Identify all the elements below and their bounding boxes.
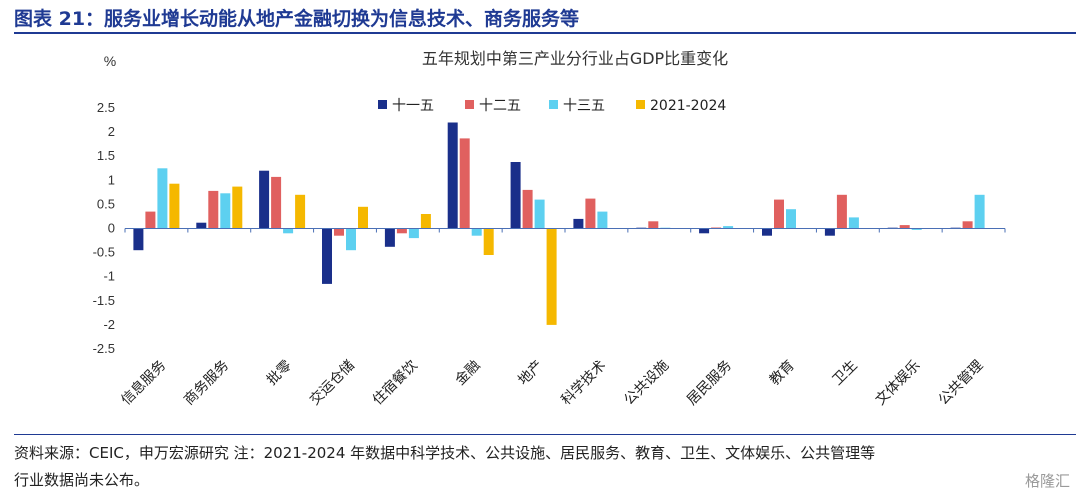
y-tick-label: -0.5 <box>93 245 115 260</box>
bar <box>208 190 219 229</box>
y-tick-label: 2.5 <box>97 100 115 115</box>
y-tick-label: -1 <box>103 269 115 284</box>
bar <box>447 122 458 229</box>
y-tick-label: -2 <box>103 317 115 332</box>
bar <box>483 228 494 255</box>
bars <box>133 122 985 325</box>
watermark: 格隆汇 <box>1024 472 1070 490</box>
source-note: 资料来源：CEIC，申万宏源研究 注：2021-2024 年数据中科学技术、公共… <box>14 440 1054 494</box>
legend-swatch <box>636 100 645 109</box>
bar <box>699 228 710 234</box>
bar <box>295 194 306 229</box>
y-tick-label: -1.5 <box>93 293 115 308</box>
bar <box>962 221 973 229</box>
bar <box>283 228 294 234</box>
bar <box>848 217 859 229</box>
y-tick-label: 0.5 <box>97 196 115 211</box>
bar <box>786 209 796 229</box>
x-category-label: 公共设施 <box>621 358 672 409</box>
bar <box>145 211 156 229</box>
y-axis: 2.5 2 1.5 1 0.5 0 -0.5 -1 -1.5 -2 -2.5 <box>93 100 115 356</box>
bar <box>459 138 470 229</box>
x-category-label: 教育 <box>767 358 798 389</box>
x-category-label: 地产 <box>515 358 546 389</box>
bar <box>824 228 835 236</box>
x-category-label: 批零 <box>264 358 295 389</box>
x-category-label: 卫生 <box>830 358 861 389</box>
chart-title: 五年规划中第三产业分行业占GDP比重变化 <box>422 49 728 68</box>
bar <box>196 222 207 229</box>
bar <box>774 199 784 229</box>
x-category-label: 交运仓储 <box>306 357 358 409</box>
bar <box>322 228 332 284</box>
x-category-label: 信息服务 <box>118 357 170 409</box>
figure-title: 图表 21：服务业增长动能从地产金融切换为信息技术、商务服务等 <box>14 8 580 30</box>
bar <box>384 228 395 247</box>
bar <box>899 225 910 229</box>
bar <box>471 228 482 236</box>
legend-label: 十二五 <box>479 98 521 114</box>
bar <box>648 221 659 229</box>
title-divider <box>14 32 1076 34</box>
bar <box>133 228 144 251</box>
legend-label: 十一五 <box>392 98 434 114</box>
y-unit-label: % <box>104 53 116 69</box>
bar <box>522 189 533 229</box>
bar <box>169 183 180 229</box>
source-line-1: 资料来源：CEIC，申万宏源研究 注：2021-2024 年数据中科学技术、公共… <box>14 444 876 462</box>
bar <box>510 162 521 229</box>
bar <box>334 228 344 236</box>
legend: 十一五 十二五 十三五 2021-2024 <box>378 98 726 114</box>
x-category-label: 公共管理 <box>935 358 986 409</box>
x-category-label: 居民服务 <box>684 358 735 409</box>
legend-label: 2021-2024 <box>650 98 726 114</box>
x-category-label: 住宿餐饮 <box>369 357 421 409</box>
x-category-label: 科学技术 <box>558 358 609 409</box>
y-tick-label: -2.5 <box>93 341 115 356</box>
bar <box>546 228 557 325</box>
bar <box>974 194 985 229</box>
legend-swatch <box>549 100 558 109</box>
y-tick-label: 1.5 <box>97 148 115 163</box>
y-tick-label: 2 <box>108 124 115 139</box>
bar <box>573 218 584 229</box>
footer-divider <box>14 434 1076 435</box>
y-tick-label: 1 <box>108 172 115 187</box>
bar <box>723 226 734 229</box>
bar <box>358 206 368 229</box>
bar <box>408 228 419 239</box>
bar <box>534 199 545 229</box>
bar <box>346 228 356 251</box>
legend-label: 十三五 <box>563 98 605 114</box>
bar <box>420 214 431 229</box>
x-category-label: 文体娱乐 <box>873 358 924 409</box>
bar <box>220 193 231 229</box>
source-line-2: 行业数据尚未公布。 <box>14 471 150 489</box>
x-axis: 信息服务 商务服务 批零 交运仓储 住宿餐饮 金融 地产 科学技术 公共设施 居民服务 教育 卫生 文体… <box>118 228 1006 409</box>
bar <box>597 211 608 229</box>
x-category-label: 商务服务 <box>181 358 232 409</box>
bar <box>271 176 282 229</box>
x-category-label: 金融 <box>452 358 483 389</box>
bar <box>836 194 847 229</box>
bar <box>157 168 168 229</box>
bar <box>232 186 243 229</box>
bar <box>259 170 270 229</box>
bar <box>585 198 596 229</box>
legend-swatch <box>465 100 474 109</box>
y-tick-label: 0 <box>108 221 115 236</box>
bar <box>396 228 407 234</box>
bar-chart: 五年规划中第三产业分行业占GDP比重变化 % 十一五 十二五 十三五 2021-202… <box>93 49 1006 409</box>
bar <box>911 228 922 230</box>
legend-swatch <box>378 100 387 109</box>
bar <box>762 228 772 236</box>
